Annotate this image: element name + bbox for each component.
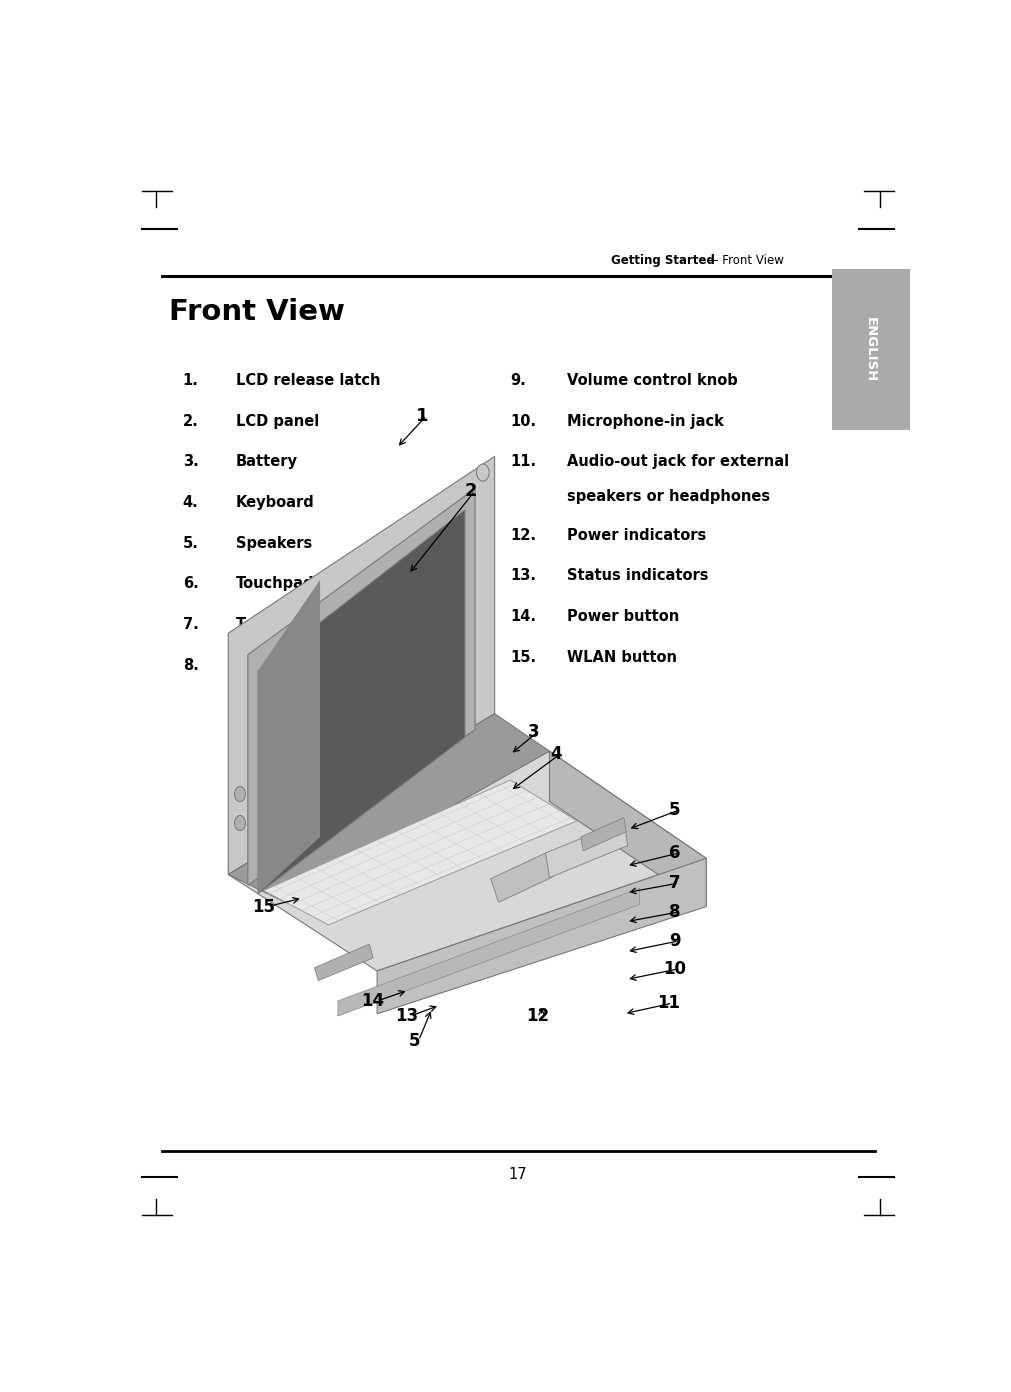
Polygon shape bbox=[228, 714, 549, 901]
Text: speakers or headphones: speakers or headphones bbox=[567, 489, 769, 504]
Circle shape bbox=[476, 464, 489, 482]
Text: Audio-out jack for external: Audio-out jack for external bbox=[567, 454, 789, 469]
Text: 15.: 15. bbox=[511, 650, 537, 665]
Text: 8: 8 bbox=[669, 903, 680, 922]
Text: 10.: 10. bbox=[511, 413, 537, 429]
Text: Speakers: Speakers bbox=[236, 536, 312, 551]
Polygon shape bbox=[314, 944, 373, 980]
Text: Microphone-in jack: Microphone-in jack bbox=[567, 413, 724, 429]
Text: ENGLISH: ENGLISH bbox=[864, 316, 878, 381]
Text: 6: 6 bbox=[669, 844, 680, 862]
Text: Front View: Front View bbox=[170, 298, 346, 326]
Polygon shape bbox=[228, 752, 706, 972]
Text: Touchpad: Touchpad bbox=[236, 576, 314, 592]
Text: WLAN button: WLAN button bbox=[567, 650, 676, 665]
Polygon shape bbox=[580, 817, 626, 851]
Text: 3: 3 bbox=[528, 722, 540, 741]
Text: 2.: 2. bbox=[183, 413, 198, 429]
Text: 12: 12 bbox=[526, 1006, 549, 1025]
Text: 6.: 6. bbox=[183, 576, 198, 592]
Text: 15: 15 bbox=[252, 898, 275, 916]
Text: Power indicators: Power indicators bbox=[567, 528, 706, 543]
Text: 13.: 13. bbox=[511, 568, 536, 583]
Text: LCD panel: LCD panel bbox=[236, 413, 319, 429]
Text: Power button: Power button bbox=[567, 610, 679, 624]
Text: 17: 17 bbox=[509, 1166, 528, 1182]
Text: 14.: 14. bbox=[511, 610, 536, 624]
Text: Getting Started: Getting Started bbox=[611, 253, 715, 267]
Text: 4.: 4. bbox=[183, 496, 198, 509]
Text: 7: 7 bbox=[669, 874, 680, 892]
Polygon shape bbox=[264, 780, 577, 924]
Text: Touchpad buttons: Touchpad buttons bbox=[236, 617, 384, 632]
Text: 4: 4 bbox=[550, 745, 561, 763]
Text: 1: 1 bbox=[417, 406, 429, 425]
Text: 5: 5 bbox=[409, 1031, 421, 1050]
Polygon shape bbox=[258, 509, 465, 894]
Text: 11.: 11. bbox=[511, 454, 537, 469]
Text: 10: 10 bbox=[663, 959, 686, 977]
Text: 2: 2 bbox=[465, 482, 477, 500]
Text: 3.: 3. bbox=[183, 454, 198, 469]
Text: 5: 5 bbox=[669, 802, 680, 818]
Text: 14: 14 bbox=[362, 992, 385, 1011]
Text: — Front View: — Front View bbox=[703, 253, 784, 267]
Polygon shape bbox=[549, 752, 706, 906]
Text: 7.: 7. bbox=[183, 617, 198, 632]
Text: Battery: Battery bbox=[236, 454, 298, 469]
Polygon shape bbox=[490, 853, 553, 902]
Polygon shape bbox=[546, 821, 628, 878]
Polygon shape bbox=[377, 859, 706, 1013]
Text: 8.: 8. bbox=[183, 658, 199, 672]
Text: Volume control knob: Volume control knob bbox=[567, 373, 737, 388]
Polygon shape bbox=[258, 579, 320, 894]
Circle shape bbox=[235, 816, 246, 831]
Text: Status indicators: Status indicators bbox=[567, 568, 709, 583]
Text: 9.: 9. bbox=[511, 373, 526, 388]
Text: LCD release latch: LCD release latch bbox=[236, 373, 380, 388]
Polygon shape bbox=[248, 489, 475, 885]
Text: 11: 11 bbox=[657, 994, 680, 1012]
Text: Keyboard: Keyboard bbox=[236, 496, 314, 509]
Text: 12.: 12. bbox=[511, 528, 536, 543]
Polygon shape bbox=[228, 457, 494, 874]
Text: Scrolling button: Scrolling button bbox=[236, 658, 369, 672]
FancyBboxPatch shape bbox=[831, 269, 910, 430]
Polygon shape bbox=[338, 888, 640, 1016]
Text: 1.: 1. bbox=[183, 373, 199, 388]
Text: 13: 13 bbox=[395, 1006, 419, 1025]
Text: 9: 9 bbox=[669, 931, 680, 949]
Text: 5.: 5. bbox=[183, 536, 199, 551]
Circle shape bbox=[235, 786, 246, 802]
